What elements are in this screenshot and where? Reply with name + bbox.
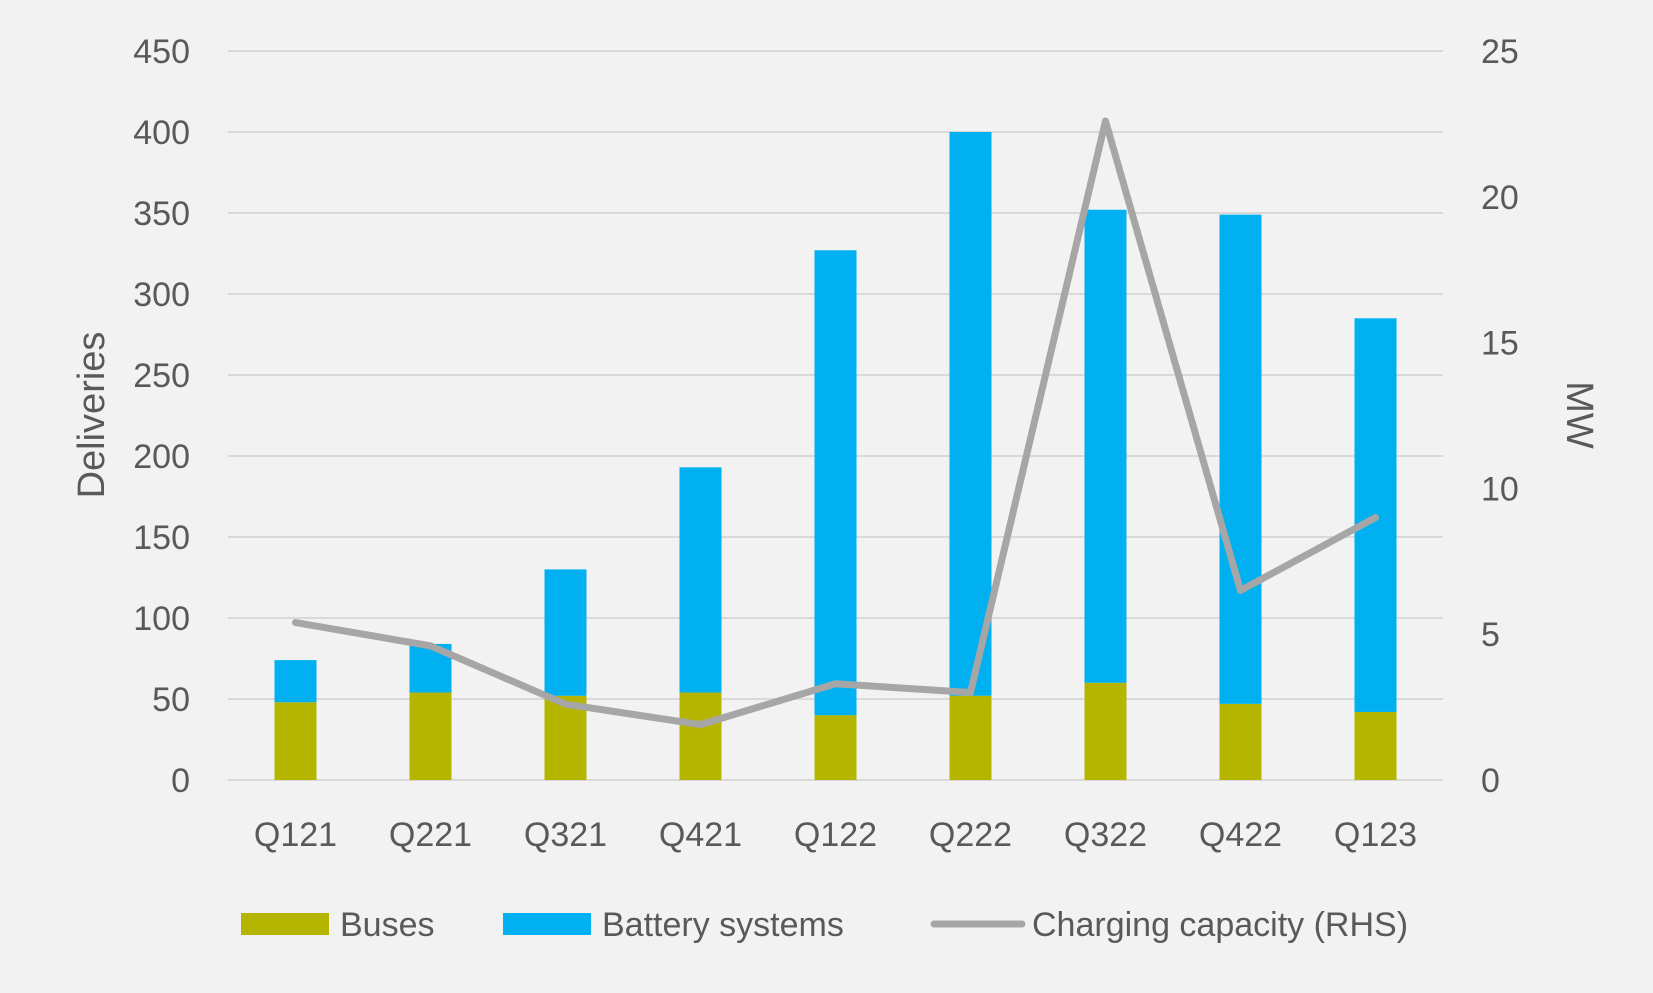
y-tick-label: 100 bbox=[133, 600, 190, 638]
y2-axis-ticks: 0 5 10 15 20 25 bbox=[1481, 33, 1519, 800]
bars bbox=[274, 132, 1397, 780]
y2-tick-label: 15 bbox=[1481, 325, 1519, 363]
y2-tick-label: 0 bbox=[1481, 762, 1500, 800]
legend-label: Battery systems bbox=[602, 906, 844, 944]
bar-buses bbox=[1354, 711, 1397, 780]
bar-buses bbox=[814, 715, 857, 780]
line-series bbox=[292, 117, 1379, 729]
y-tick-label: 350 bbox=[133, 195, 190, 233]
x-tick-label: Q123 bbox=[1334, 816, 1417, 854]
bar-buses bbox=[274, 702, 317, 780]
y-axis-ticks: 0 50 100 150 200 250 300 350 400 450 bbox=[133, 33, 190, 800]
y2-tick-label: 5 bbox=[1481, 616, 1500, 654]
legend-item: Battery systems bbox=[503, 906, 844, 944]
x-tick-label: Q321 bbox=[524, 816, 607, 854]
y-tick-label: 400 bbox=[133, 114, 190, 152]
x-tick-label: Q122 bbox=[794, 816, 877, 854]
y-tick-label: 200 bbox=[133, 438, 190, 476]
y-tick-label: 150 bbox=[133, 519, 190, 557]
x-tick-label: Q322 bbox=[1064, 816, 1147, 854]
bar-battery-systems bbox=[544, 569, 587, 696]
y2-tick-label: 10 bbox=[1481, 470, 1519, 508]
y-axis-title: Deliveries bbox=[71, 332, 113, 499]
legend: Buses Battery systems Charging capacity (R… bbox=[241, 906, 1408, 944]
x-tick-label: Q221 bbox=[389, 816, 472, 854]
y-tick-label: 50 bbox=[152, 681, 190, 719]
bar-buses bbox=[1219, 703, 1262, 780]
bar-buses bbox=[1084, 682, 1127, 780]
x-tick-label: Q421 bbox=[659, 816, 742, 854]
bar-battery-systems bbox=[1219, 214, 1262, 704]
legend-label: Buses bbox=[340, 906, 435, 944]
x-axis-ticks: Q121 Q221 Q321 Q421 Q122 Q222 Q322 Q422 Q123 bbox=[254, 816, 1417, 854]
y-tick-label: 300 bbox=[133, 276, 190, 314]
bar-battery-systems bbox=[679, 467, 722, 693]
x-tick-label: Q222 bbox=[929, 816, 1012, 854]
legend-swatch bbox=[503, 913, 591, 935]
bar-battery-systems bbox=[814, 250, 857, 716]
bar-battery-systems bbox=[274, 660, 317, 703]
y2-axis-title: MW bbox=[1558, 381, 1600, 449]
line-charging-capacity bbox=[292, 117, 1379, 729]
legend-item: Charging capacity (RHS) bbox=[930, 906, 1408, 944]
bar-battery-systems bbox=[1084, 209, 1127, 683]
bar-buses bbox=[409, 692, 452, 780]
y2-tick-label: 20 bbox=[1481, 179, 1519, 217]
x-tick-label: Q121 bbox=[254, 816, 337, 854]
bar-buses bbox=[949, 695, 992, 780]
y2-tick-label: 25 bbox=[1481, 33, 1519, 71]
x-tick-label: Q422 bbox=[1199, 816, 1282, 854]
bar-buses bbox=[679, 692, 722, 780]
y-tick-label: 250 bbox=[133, 357, 190, 395]
y-tick-label: 0 bbox=[171, 762, 190, 800]
y-tick-label: 450 bbox=[133, 33, 190, 71]
legend-item: Buses bbox=[241, 906, 435, 944]
bar-battery-systems bbox=[949, 132, 992, 696]
legend-swatch bbox=[241, 913, 329, 935]
legend-label: Charging capacity (RHS) bbox=[1032, 906, 1408, 944]
